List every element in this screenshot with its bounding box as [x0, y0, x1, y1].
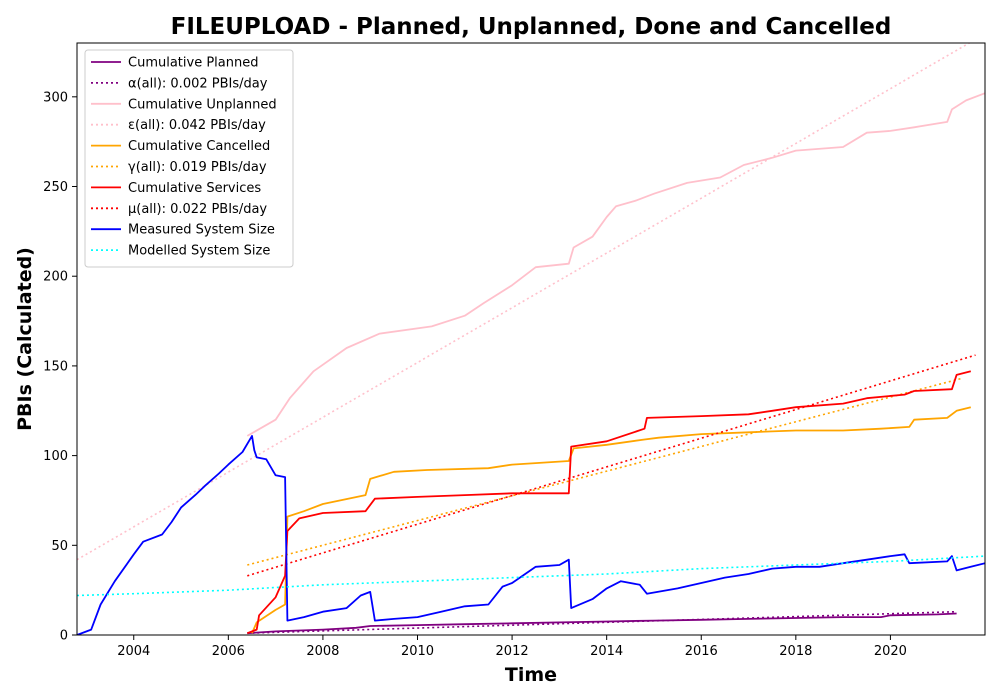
legend-label: Cumulative Planned	[128, 56, 258, 71]
x-tick-label: 2004	[117, 644, 150, 659]
y-tick-label: 150	[43, 359, 68, 374]
y-tick-label: 50	[51, 539, 68, 554]
series-line-10	[77, 555, 985, 597]
legend-label: γ(all): 0.019 PBIs/day	[128, 160, 267, 175]
series-line-3	[246, 92, 985, 437]
series-line-6	[247, 377, 962, 566]
y-axis-label: PBIs (Calculated)	[14, 247, 36, 431]
x-tick-label: 2008	[306, 644, 339, 659]
x-tick-label: 2020	[874, 644, 907, 659]
legend-label: Cumulative Services	[128, 181, 261, 196]
series-line-9	[77, 434, 985, 635]
x-tick-label: 2018	[779, 644, 812, 659]
x-axis-label: Time	[505, 664, 557, 686]
plot-frame	[76, 42, 986, 636]
legend-label: Modelled System Size	[128, 244, 270, 259]
legend-label: Cumulative Cancelled	[128, 139, 270, 154]
x-tick-label: 2014	[590, 644, 623, 659]
x-tick-label: 2006	[212, 644, 245, 659]
y-axis-ticks: 0 50 100 150 200 250 300	[43, 90, 77, 644]
y-tick-label: 250	[43, 180, 68, 195]
y-tick-label: 200	[43, 270, 68, 285]
series-line-2	[247, 610, 957, 634]
y-tick-label: 100	[43, 449, 68, 464]
legend-box	[84, 49, 294, 268]
plot-series	[77, 43, 985, 635]
x-tick-label: 2016	[685, 644, 718, 659]
legend-label: Cumulative Unplanned	[128, 97, 277, 112]
legend-label: α(all): 0.002 PBIs/day	[128, 76, 268, 91]
legend: Cumulative Planned α(all): 0.002 PBIs/day…	[84, 49, 294, 268]
legend-label: μ(all): 0.022 PBIs/day	[128, 202, 267, 217]
y-tick-label: 300	[43, 90, 68, 105]
x-tick-label: 2012	[496, 644, 529, 659]
x-axis-ticks: 2004 2006 2008 2010 2012 2014 2016 2018 2020	[117, 635, 907, 659]
series-line-4	[77, 43, 971, 561]
chart-title: FILEUPLOAD - Planned, Unplanned, Done an…	[171, 14, 892, 40]
series-line-8	[247, 354, 976, 577]
series-line-1	[247, 612, 957, 635]
legend-label: Measured System Size	[128, 223, 275, 238]
x-tick-label: 2010	[401, 644, 434, 659]
y-tick-label: 0	[60, 629, 68, 644]
legend-label: ε(all): 0.042 PBIs/day	[128, 118, 266, 133]
